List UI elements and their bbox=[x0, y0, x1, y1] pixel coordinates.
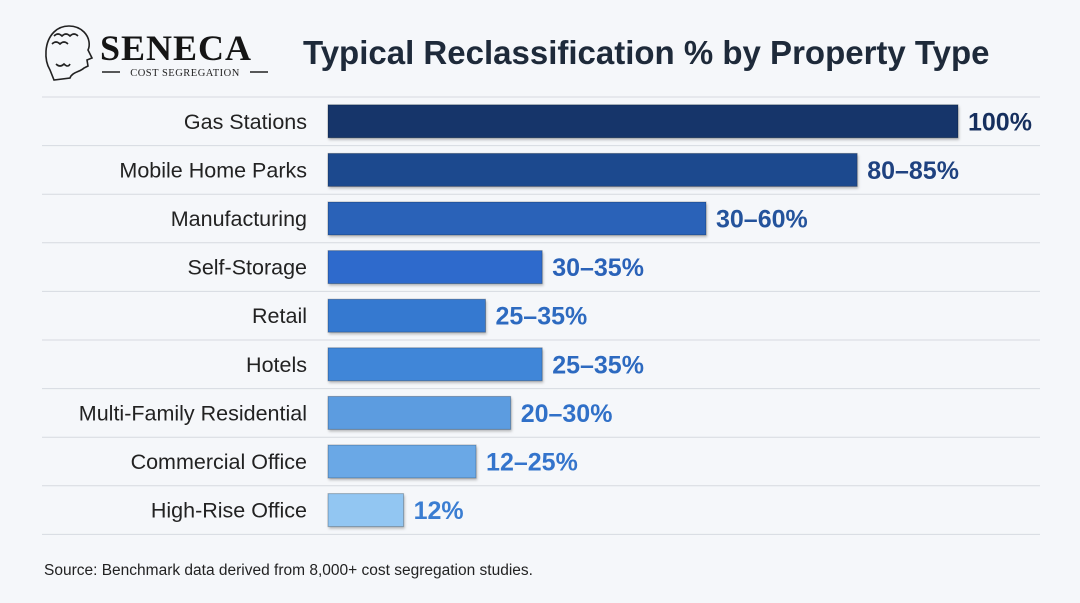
bar bbox=[327, 104, 959, 139]
value-label: 80–85% bbox=[867, 157, 959, 185]
bar bbox=[327, 250, 543, 285]
value-label: 20–30% bbox=[521, 400, 613, 428]
logo-tagline: COST SEGREGATION bbox=[130, 68, 240, 79]
bust-icon bbox=[45, 25, 94, 81]
bar bbox=[327, 395, 512, 430]
category-label: Retail bbox=[252, 304, 307, 328]
bar bbox=[327, 201, 707, 236]
value-label: 100% bbox=[968, 108, 1032, 136]
bar bbox=[327, 493, 405, 528]
category-label: Gas Stations bbox=[184, 110, 307, 134]
value-label: 30–35% bbox=[552, 254, 644, 282]
bar bbox=[327, 298, 486, 333]
source-note: Source: Benchmark data derived from 8,00… bbox=[44, 562, 533, 579]
bar bbox=[327, 152, 858, 187]
value-label: 25–35% bbox=[496, 303, 588, 331]
value-label: 12–25% bbox=[486, 449, 578, 477]
category-label: Manufacturing bbox=[171, 207, 307, 231]
seneca-logo: SENECA COST SEGREGATION bbox=[45, 25, 268, 81]
category-label: Commercial Office bbox=[131, 450, 307, 474]
category-label: High-Rise Office bbox=[151, 499, 307, 523]
category-label: Self-Storage bbox=[187, 256, 307, 280]
category-label: Mobile Home Parks bbox=[119, 158, 307, 182]
value-label: 30–60% bbox=[716, 206, 808, 234]
value-label: 12% bbox=[414, 497, 464, 525]
logo-name: SENECA bbox=[100, 28, 252, 68]
value-label: 25–35% bbox=[552, 351, 644, 379]
category-label: Hotels bbox=[246, 353, 307, 377]
bar-chart: Gas Stations 100% Mobile Home Parks 80–85% M… bbox=[42, 96, 1040, 535]
bar bbox=[327, 347, 543, 382]
chart-title: Typical Reclassification % by Property T… bbox=[303, 34, 990, 71]
bar bbox=[327, 444, 477, 479]
category-label: Multi-Family Residential bbox=[79, 401, 307, 425]
